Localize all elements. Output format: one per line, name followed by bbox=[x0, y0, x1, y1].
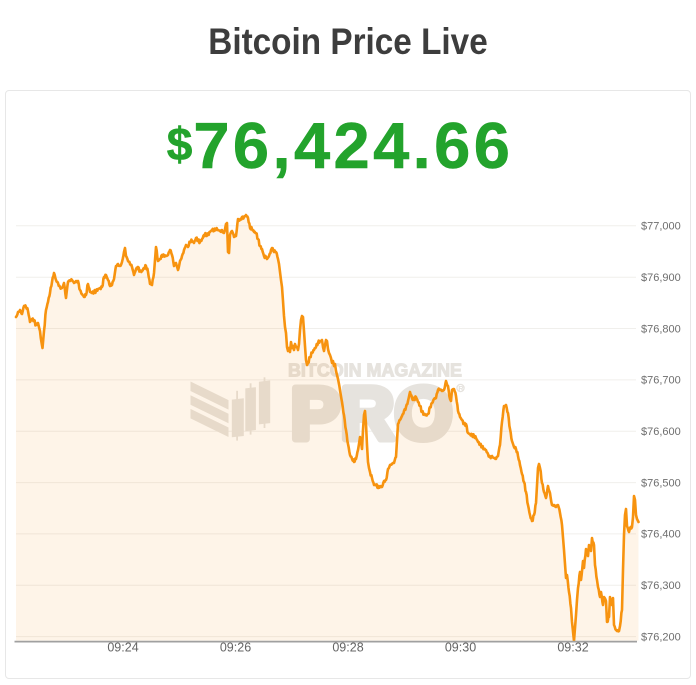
svg-text:09:24: 09:24 bbox=[107, 641, 138, 655]
svg-text:$77,000: $77,000 bbox=[641, 221, 681, 233]
svg-text:$76,400: $76,400 bbox=[641, 529, 681, 541]
svg-text:$76,500: $76,500 bbox=[641, 477, 681, 489]
svg-text:$76,800: $76,800 bbox=[641, 323, 681, 335]
svg-text:09:32: 09:32 bbox=[557, 641, 588, 655]
svg-text:R: R bbox=[458, 384, 464, 393]
svg-text:$76,900: $76,900 bbox=[641, 272, 681, 284]
svg-text:09:26: 09:26 bbox=[220, 641, 251, 655]
svg-text:09:28: 09:28 bbox=[332, 641, 363, 655]
svg-text:$76,600: $76,600 bbox=[641, 426, 681, 438]
svg-text:09:30: 09:30 bbox=[445, 641, 476, 655]
svg-text:$76,300: $76,300 bbox=[641, 580, 681, 592]
svg-text:BITCOIN MAGAZINE: BITCOIN MAGAZINE bbox=[288, 361, 462, 381]
svg-text:$76,700: $76,700 bbox=[641, 375, 681, 387]
svg-text:$76,200: $76,200 bbox=[641, 631, 681, 643]
